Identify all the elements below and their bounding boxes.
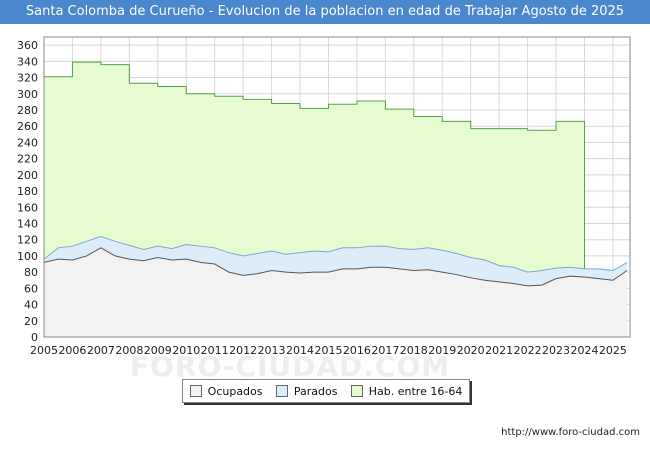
x-tick-label: 2009: [144, 344, 172, 357]
x-tick-label: 2011: [201, 344, 229, 357]
x-tick-label: 2023: [542, 344, 570, 357]
ocupados-area: [44, 247, 628, 337]
source-link[interactable]: http://www.foro-ciudad.com: [501, 427, 640, 438]
y-tick-label: 140: [17, 217, 38, 230]
hab-line: [44, 61, 585, 337]
y-tick-label: 240: [17, 136, 38, 149]
ocupados-line: [43, 247, 628, 287]
y-tick-label: 40: [24, 299, 38, 312]
plot-frame: [43, 36, 631, 338]
x-tick-label: 2010: [172, 344, 200, 357]
legend-label-ocupados: Ocupados: [207, 384, 263, 398]
legend-swatch-hab: [350, 385, 363, 397]
x-tick-label: 2024: [570, 344, 598, 357]
chart-title: Santa Colomba de Curueño - Evolucion de …: [0, 0, 650, 24]
legend-item-parados: Parados: [275, 384, 338, 398]
y-tick-label: 180: [17, 185, 38, 198]
x-tick-label: 2021: [485, 344, 513, 357]
y-tick-label: 300: [17, 88, 38, 101]
y-tick-label: 280: [17, 104, 38, 117]
x-tick-label: 2013: [258, 344, 286, 357]
x-tick-label: 2006: [58, 344, 86, 357]
legend-item-ocupados: Ocupados: [189, 384, 263, 398]
x-axis-ticks: 2005 2006 2007 2008 2009 2010 2011 2012 2013 2014…: [30, 344, 627, 357]
x-tick-label: 2019: [428, 344, 456, 357]
x-tick-label: 2014: [286, 344, 314, 357]
y-tick-label: 20: [24, 315, 38, 328]
y-tick-label: 120: [17, 234, 38, 247]
legend-swatch-parados: [275, 385, 288, 397]
y-tick-label: 100: [17, 250, 38, 263]
x-tick-label: 2007: [87, 344, 115, 357]
x-tick-label: 2020: [457, 344, 485, 357]
watermark: FORO-CIUDAD.COM: [130, 350, 451, 383]
y-tick-label: 260: [17, 120, 38, 133]
legend-item-hab: Hab. entre 16-64: [350, 384, 463, 398]
y-axis-ticks: 0 20 40 60 80 100 120 140 160 180 200 220 240 260 280 3…: [17, 39, 38, 344]
parados-line: [43, 235, 628, 273]
legend-label-hab: Hab. entre 16-64: [368, 384, 463, 398]
y-tick-label: 160: [17, 201, 38, 214]
x-tick-label: 2008: [115, 344, 143, 357]
legend: Ocupados Parados Hab. entre 16-64: [182, 379, 470, 403]
x-tick-label: 2017: [371, 344, 399, 357]
x-tick-label: 2022: [514, 344, 542, 357]
y-tick-label: 60: [24, 282, 38, 295]
y-tick-label: 0: [31, 331, 38, 344]
x-tick-label: 2025: [599, 344, 627, 357]
series-areas: [43, 61, 628, 338]
x-tick-label: 2016: [343, 344, 371, 357]
y-tick-label: 200: [17, 169, 38, 182]
x-tick-label: 2015: [314, 344, 342, 357]
y-tick-label: 340: [17, 55, 38, 68]
legend-label-parados: Parados: [293, 384, 338, 398]
x-tick-label: 2018: [400, 344, 428, 357]
y-tick-label: 360: [17, 39, 38, 52]
x-tick-label: 2012: [229, 344, 257, 357]
x-tick-label: 2005: [30, 344, 58, 357]
legend-swatch-ocupados: [189, 385, 202, 397]
y-tick-label: 80: [24, 266, 38, 279]
y-tick-label: 320: [17, 72, 38, 85]
y-tick-label: 220: [17, 153, 38, 166]
